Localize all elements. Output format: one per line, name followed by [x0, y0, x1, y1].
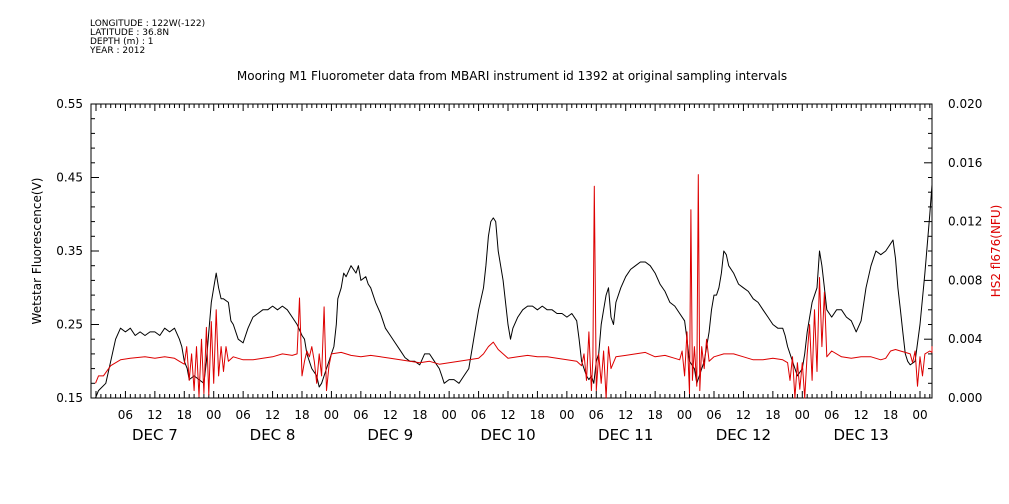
depth-text: DEPTH (m) : 1 [90, 37, 154, 47]
y-right-tick-label: 0.000 [948, 391, 982, 405]
x-hour-tick-label: 12 [383, 408, 398, 422]
x-hour-tick-label: 06 [824, 408, 839, 422]
x-day-label: DEC 8 [250, 426, 296, 444]
x-day-label: DEC 13 [833, 426, 888, 444]
x-day-label: DEC 9 [367, 426, 413, 444]
x-hour-tick-label: 12 [618, 408, 633, 422]
wetstar-fluorescence-series [95, 136, 933, 399]
x-hour-tick-label: 12 [736, 408, 751, 422]
chart-title: Mooring M1 Fluorometer data from MBARI i… [237, 69, 787, 83]
y-right-tick-label: 0.008 [948, 273, 982, 287]
x-hour-tick-label: 06 [471, 408, 486, 422]
x-hour-tick-label: 00 [324, 408, 339, 422]
x-day-label: DEC 10 [480, 426, 535, 444]
latitude-text: LATITUDE : 36.8N [90, 28, 170, 38]
x-hour-tick-label: 00 [912, 408, 927, 422]
y-left-tick-label: 0.25 [56, 318, 83, 332]
x-hour-tick-label: 18 [648, 408, 663, 422]
x-day-label: DEC 12 [716, 426, 771, 444]
x-hour-tick-label: 06 [589, 408, 604, 422]
longitude-text: LONGITUDE : 122W(-122) [90, 19, 206, 29]
year-text: YEAR : 2012 [90, 46, 146, 56]
x-hour-tick-label: 12 [500, 408, 515, 422]
x-hour-tick-label: 18 [530, 408, 545, 422]
x-day-label: DEC 7 [132, 426, 178, 444]
hs2-fluorescence-series [95, 174, 933, 399]
x-hour-tick-label: 18 [294, 408, 309, 422]
y-axis-right-label: HS2 fl676(NFU) [989, 205, 1003, 298]
y-right-tick-label: 0.020 [948, 97, 982, 111]
x-hour-tick-label: 06 [236, 408, 251, 422]
x-hour-tick-label: 06 [353, 408, 368, 422]
y-right-tick-label: 0.012 [948, 215, 982, 229]
x-hour-tick-label: 00 [442, 408, 457, 422]
data-lines [95, 136, 933, 399]
y-left-tick-label: 0.45 [56, 171, 83, 185]
plot-frame [90, 103, 933, 399]
x-hour-tick-label: 12 [265, 408, 280, 422]
x-hour-tick-label: 00 [795, 408, 810, 422]
x-hour-tick-label: 18 [765, 408, 780, 422]
y-right-tick-label: 0.004 [948, 332, 982, 346]
axis-ticks [91, 103, 932, 399]
x-hour-tick-label: 18 [883, 408, 898, 422]
x-hour-tick-label: 00 [559, 408, 574, 422]
x-hour-tick-label: 00 [206, 408, 221, 422]
metadata-block: LONGITUDE : 122W(-122) LATITUDE : 36.8N … [90, 20, 205, 56]
x-hour-tick-label: 12 [147, 408, 162, 422]
y-left-tick-label: 0.15 [56, 391, 83, 405]
y-right-tick-label: 0.016 [948, 156, 982, 170]
y-left-tick-label: 0.55 [56, 97, 83, 111]
x-hour-tick-label: 06 [706, 408, 721, 422]
y-left-tick-label: 0.35 [56, 244, 83, 258]
x-hour-tick-label: 00 [677, 408, 692, 422]
y-axis-left-label: Wetstar Fluorescence(V) [30, 178, 44, 325]
x-day-label: DEC 11 [598, 426, 653, 444]
x-hour-tick-label: 18 [412, 408, 427, 422]
x-hour-tick-label: 06 [118, 408, 133, 422]
axis-labels: 06 12 18 00 06 12 18 00 06 12 18 00 06 12 18 00 06 12 18 00… [56, 97, 982, 444]
x-hour-tick-label: 12 [854, 408, 869, 422]
x-hour-tick-label: 18 [177, 408, 192, 422]
